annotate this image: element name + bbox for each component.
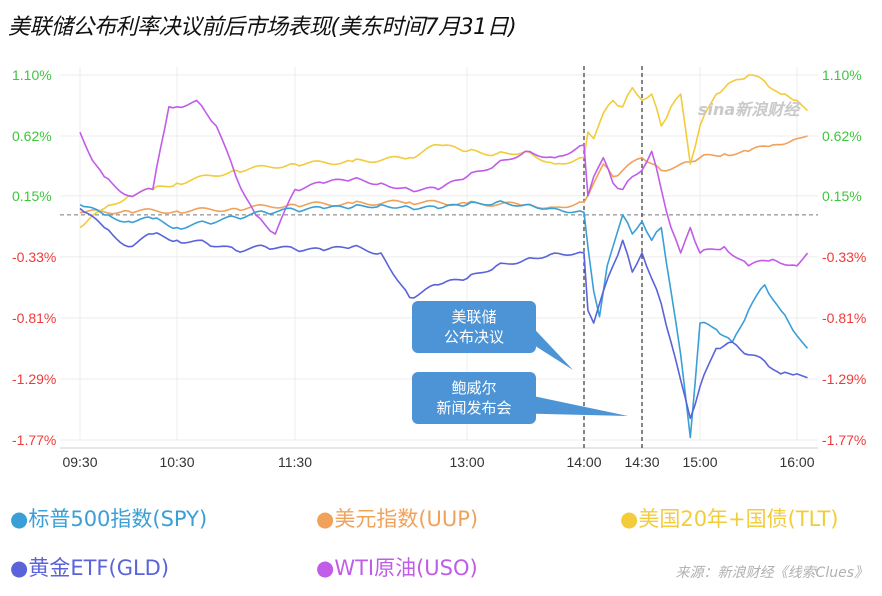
legend-dot-uso: ●	[316, 556, 335, 580]
y-tick-label-right: 1.10%	[822, 67, 862, 83]
callout-powell-press-box	[412, 372, 536, 424]
y-tick-label-right: 0.62%	[822, 128, 862, 144]
y-tick-label-left: -1.29%	[12, 371, 56, 387]
x-tick-label: 09:30	[62, 454, 97, 470]
chart-title: 美联储公布利率决议前后市场表现(美东时间7月31日)	[8, 15, 517, 40]
callout-powell-press-text-line: 鲍威尔	[451, 379, 496, 397]
callout-fed-decision-text-line: 美联储	[451, 308, 496, 326]
series-line-uso	[79, 99, 809, 267]
legend-dot-spy: ●	[10, 507, 29, 531]
y-tick-label-right: -1.77%	[822, 432, 866, 448]
legend-label-gld: 黄金ETF(GLD)	[28, 556, 170, 580]
legend-dot-gld: ●	[10, 556, 29, 580]
x-tick-label: 15:00	[682, 454, 717, 470]
y-tick-label-right: -1.29%	[822, 371, 866, 387]
legend-label-uup: 美元指数(UUP)	[334, 507, 479, 531]
callout-powell-press-pointer	[530, 395, 628, 416]
series-line-spy	[79, 200, 809, 439]
series-line-tlt	[79, 74, 809, 229]
legend-item-gld: ●黄金ETF(GLD)	[10, 552, 169, 582]
callout-fed-decision-text-line: 公布决议	[444, 328, 504, 346]
sina-watermark: sina新浪财经	[698, 100, 800, 119]
y-tick-label-left: 0.15%	[12, 188, 52, 204]
legend-item-uso: ●WTI原油(USO)	[316, 552, 478, 582]
legend-label-uso: WTI原油(USO)	[334, 556, 478, 580]
x-tick-label: 14:00	[566, 454, 601, 470]
x-tick-label: 16:00	[779, 454, 814, 470]
callout-fed-decision-box	[412, 301, 536, 353]
y-tick-label-left: 0.62%	[12, 128, 52, 144]
x-tick-label: 14:30	[624, 454, 659, 470]
series-line-gld	[79, 207, 808, 420]
callout-fed-decision-pointer	[530, 324, 573, 370]
y-tick-label-right: 0.15%	[822, 188, 862, 204]
y-tick-label-left: -0.33%	[12, 249, 56, 265]
x-tick-label: 13:00	[449, 454, 484, 470]
legend-item-spy: ●标普500指数(SPY)	[10, 503, 207, 533]
y-tick-label-right: -0.81%	[822, 310, 866, 326]
legend-label-tlt: 美国20年+国债(TLT)	[638, 507, 839, 531]
source-note: 来源：新浪财经《线索Clues》	[675, 565, 868, 581]
y-tick-label-left: -1.77%	[12, 432, 56, 448]
x-tick-label: 10:30	[159, 454, 194, 470]
x-tick-label: 11:30	[278, 454, 312, 470]
y-tick-label-left: -0.81%	[12, 310, 56, 326]
legend-item-uup: ●美元指数(UUP)	[316, 503, 478, 533]
legend-label-spy: 标普500指数(SPY)	[28, 507, 208, 531]
legend-dot-uup: ●	[316, 507, 335, 531]
y-tick-label-left: 1.10%	[12, 67, 52, 83]
series-line-uup	[79, 135, 808, 215]
callout-powell-press-text-line: 新闻发布会	[436, 399, 511, 417]
legend-item-tlt: ●美国20年+国债(TLT)	[620, 503, 839, 533]
legend-dot-tlt: ●	[620, 507, 639, 531]
y-tick-label-right: -0.33%	[822, 249, 866, 265]
